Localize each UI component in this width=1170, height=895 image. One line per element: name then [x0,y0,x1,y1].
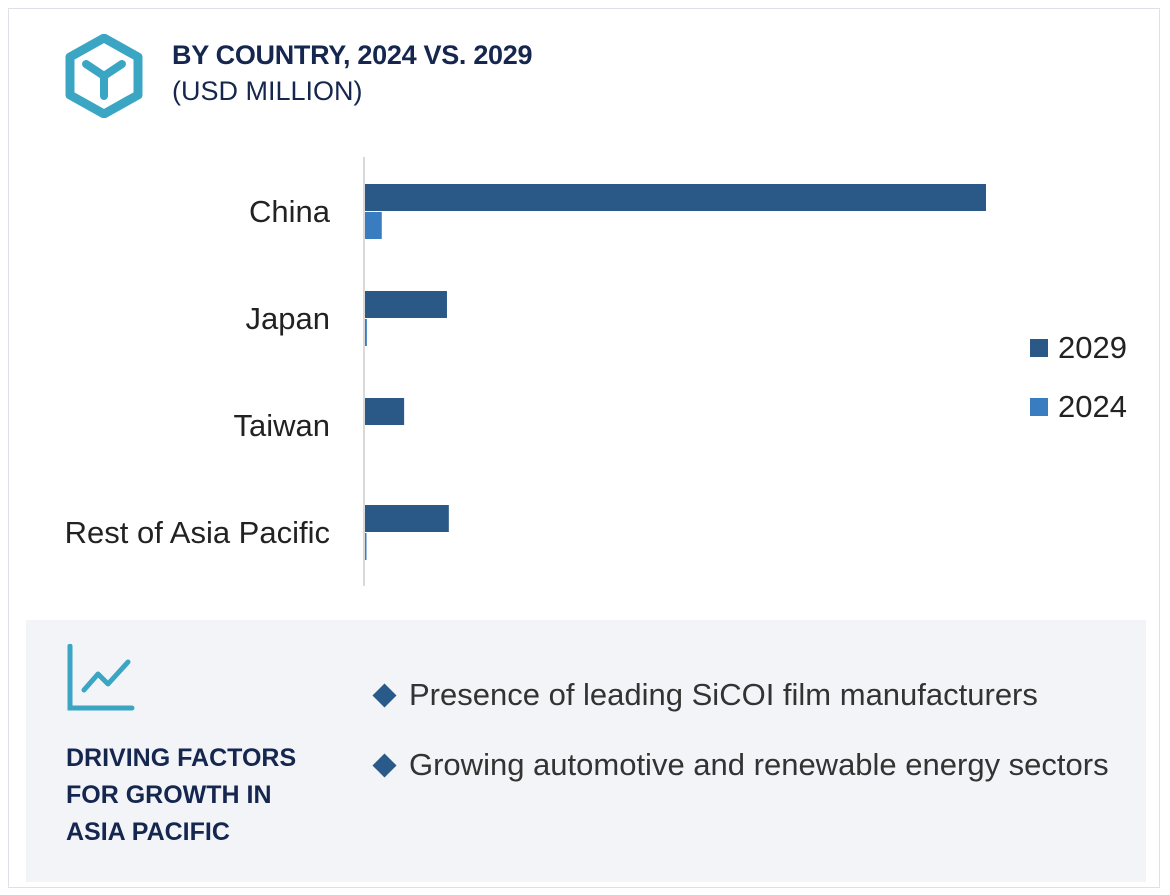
bar-2029-japan [365,291,447,318]
legend-label: 2029 [1058,329,1127,365]
chart-subtitle: (USD MILLION) [172,76,363,106]
legend-label: 2024 [1058,388,1127,424]
bar-2029-china [365,184,986,211]
bullet-list: Presence of leading SiCOI film manufactu… [372,672,1112,812]
legend-item-2029: 2029 [1030,318,1127,377]
bar-2024-china [365,212,382,239]
panel-title: DRIVING FACTORS FOR GROWTH IN ASIA PACIF… [66,744,297,846]
legend-swatch-2024 [1030,397,1048,416]
legend-swatch-2029 [1030,338,1048,357]
category-label: Rest of Asia Pacific [65,515,330,550]
hexagon-logo-icon [65,34,143,118]
bar-2024-japan [365,319,367,346]
trend-chart-icon [67,644,135,711]
bar-2024-rest-of-asia-pacific [365,533,367,560]
diamond-bullet-icon [372,753,397,778]
bar-2029-taiwan [365,398,405,425]
category-label: China [249,194,331,229]
driving-factors-panel: DRIVING FACTORS FOR GROWTH IN ASIA PACIF… [26,620,1146,882]
bullet-text: Presence of leading SiCOI film manufactu… [409,677,1038,712]
bullet-item: Presence of leading SiCOI film manufactu… [372,672,1112,718]
bullet-item: Growing automotive and renewable energy … [372,742,1112,788]
chart-title: BY COUNTRY, 2024 VS. 2029 [172,40,533,70]
legend-item-2024: 2024 [1030,377,1127,436]
category-label: Japan [246,301,330,336]
category-label: Taiwan [234,408,331,443]
bar-2029-rest-of-asia-pacific [365,505,449,532]
bar-chart: China Japan Taiwan Rest of Asia Pacific [65,157,986,586]
legend: 2029 2024 [1030,318,1127,436]
diamond-bullet-icon [372,683,397,708]
bullet-text: Growing automotive and renewable energy … [409,747,1109,782]
